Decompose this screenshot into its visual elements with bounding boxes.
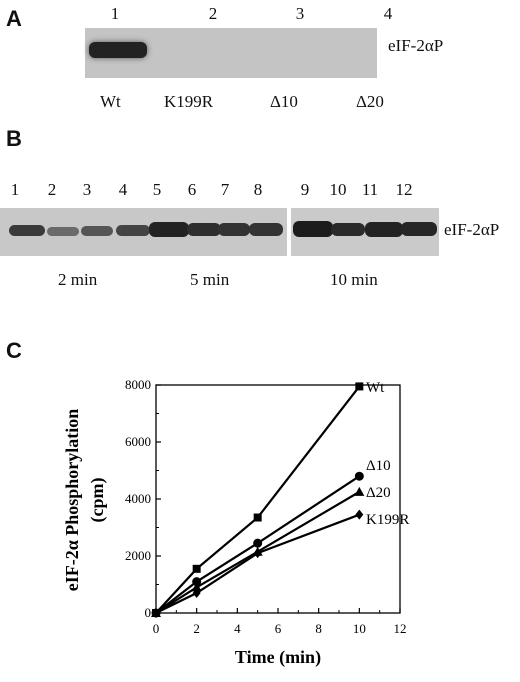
panel-a-lane-3: 3 [295, 4, 305, 23]
panel-b-lane-1: 1 [10, 180, 20, 199]
y-tick-label: 2000 [125, 548, 151, 563]
y-tick-label: 4000 [125, 491, 151, 506]
panel-b-lane-5: 5 [152, 180, 162, 199]
panel-b-label: B [6, 126, 22, 151]
panel-b-band-label: eIF-2αP [444, 220, 500, 239]
panel-b-band-2 [47, 227, 79, 236]
panel-a-gel [85, 28, 377, 78]
x-tick-label: 4 [234, 621, 241, 636]
x-tick-label: 8 [315, 621, 322, 636]
point-2-3 [354, 486, 365, 496]
panel-b-band-3 [81, 226, 113, 236]
panel-b-lane-2: 2 [47, 180, 57, 199]
panel-a-sample-wt: Wt [100, 92, 121, 111]
panel-b-lane-12: 12 [395, 180, 413, 199]
y-tick-label: 8000 [125, 377, 151, 392]
panel-b-gel-left [0, 208, 287, 256]
series-line-1 [155, 475, 360, 614]
panel-b-band-12 [401, 222, 437, 236]
panel-b-lane-11: 11 [361, 180, 379, 199]
panel-a-lane-1: 1 [110, 4, 120, 23]
y-axis-unit: (cpm) [87, 478, 108, 523]
panel-b-lane-7: 7 [220, 180, 230, 199]
panel-b-time-5min: 5 min [190, 270, 230, 289]
point-0-1 [192, 564, 201, 573]
x-tick-label: 10 [353, 621, 366, 636]
panel-a-lane-4: 4 [383, 4, 393, 23]
point-1-3 [354, 471, 364, 481]
x-tick-label: 2 [193, 621, 200, 636]
point-3-0 [152, 608, 160, 618]
y-tick-label: 0 [145, 605, 152, 620]
panel-a-sample-k199r: K199R [164, 92, 214, 111]
panel-b-band-6 [187, 223, 221, 236]
panel-b-band-8 [249, 223, 283, 236]
panel-b-lane-6: 6 [187, 180, 197, 199]
panel-b-band-7 [218, 223, 250, 236]
panel-b-band-1 [9, 225, 45, 236]
panel-b-band-9 [293, 221, 333, 237]
series-line-2 [155, 490, 360, 614]
series-label-3: K199R [366, 512, 409, 528]
x-tick-label: 6 [275, 621, 282, 636]
point-2-1 [191, 582, 202, 592]
panel-b-lane-3: 3 [82, 180, 92, 199]
x-tick-label: 0 [153, 621, 160, 636]
panel-a-band-wt [89, 42, 147, 58]
panel-b-lane-8: 8 [253, 180, 263, 199]
panel-b-band-10 [331, 223, 365, 236]
series-label-0: Wt [366, 380, 385, 396]
point-0-3 [355, 382, 364, 391]
y-tick-label: 6000 [125, 434, 151, 449]
point-3-2 [253, 548, 262, 559]
panel-a-lane-2: 2 [208, 4, 218, 23]
panel-b-time-2min: 2 min [58, 270, 98, 289]
panel-a-band-label: eIF-2αP [388, 36, 444, 55]
panel-a-label: A [6, 6, 22, 31]
series-label-2: Δ20 [366, 485, 391, 501]
point-1-2 [253, 538, 263, 548]
panel-b-gel-right [291, 208, 439, 256]
panel-b-band-5 [149, 222, 189, 237]
point-1-1 [192, 577, 202, 587]
point-0-2 [253, 513, 262, 522]
panel-a-sample-d10: Δ10 [270, 92, 298, 111]
y-axis-label: eIF-2α Phosphorylation [62, 409, 82, 592]
panel-b-time-10min: 10 min [330, 270, 378, 289]
panel-b-band-11 [365, 222, 403, 237]
point-3-3 [355, 509, 364, 520]
plot-frame [155, 384, 401, 614]
panel-c-label: C [6, 338, 22, 363]
point-3-1 [192, 588, 201, 599]
series-line-3 [155, 513, 360, 614]
x-axis-label: Time (min) [235, 647, 321, 668]
x-tick-label: 12 [394, 621, 407, 636]
panel-b-lane-4: 4 [118, 180, 128, 199]
series-label-1: Δ10 [366, 458, 391, 474]
panel-b-lane-10: 10 [329, 180, 347, 199]
panel-b-lane-9: 9 [300, 180, 310, 199]
panel-a-sample-d20: Δ20 [356, 92, 384, 111]
panel-b-band-4 [116, 225, 150, 236]
series-line-0 [155, 385, 361, 614]
